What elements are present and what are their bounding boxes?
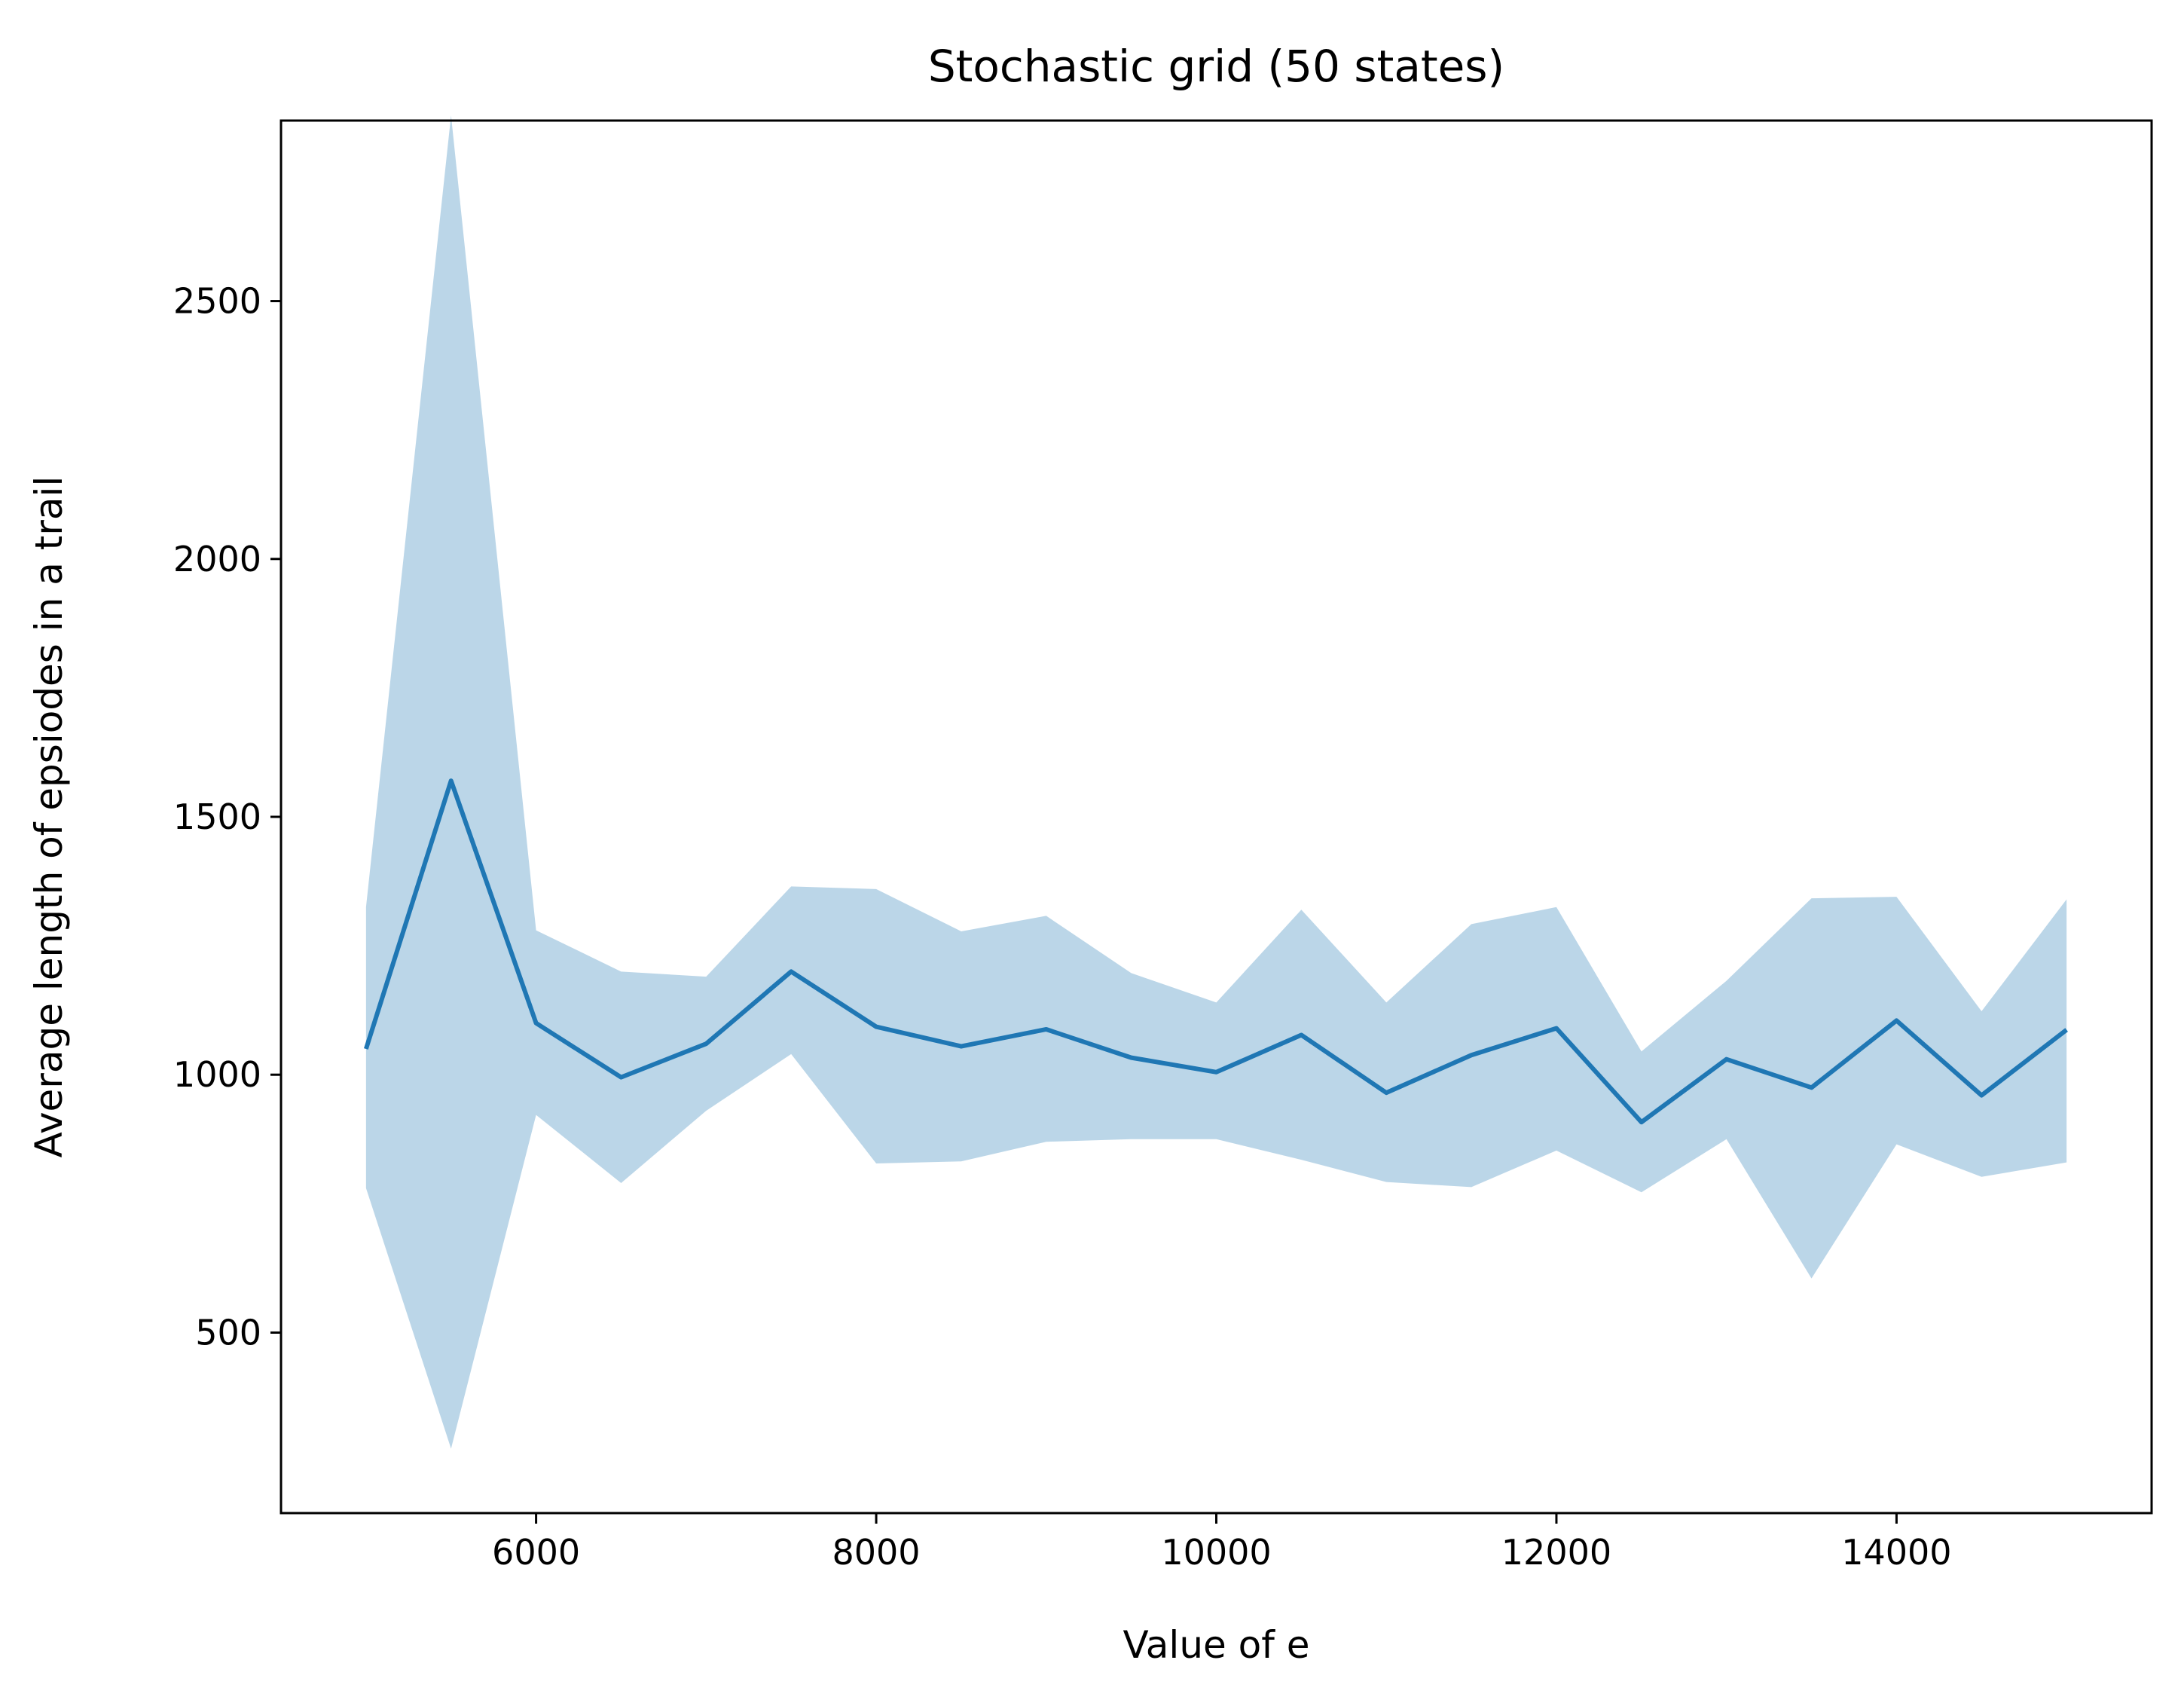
x-axis-label: Value of e <box>1123 1623 1309 1667</box>
plot-frame <box>279 119 2153 1515</box>
chart-title: Stochastic grid (50 states) <box>928 41 1504 92</box>
x-tick-label: 10000 <box>1161 1532 1271 1573</box>
x-tick-label: 8000 <box>832 1532 921 1573</box>
confidence-band-layer <box>365 115 2067 1449</box>
y-tick-label: 2500 <box>173 281 261 322</box>
y-axis: 500 1000 1500 2000 2500 <box>173 281 281 1353</box>
confidence-band <box>365 115 2067 1449</box>
y-tick-label: 2000 <box>173 539 261 579</box>
x-axis: 6000 8000 10000 12000 14000 <box>492 1513 1952 1573</box>
y-tick-label: 1000 <box>173 1054 261 1095</box>
y-axis-label: Average length of epsiodes in a trail <box>27 476 71 1158</box>
x-tick-label: 12000 <box>1501 1532 1611 1573</box>
x-tick-label: 6000 <box>492 1532 580 1573</box>
x-tick-label: 14000 <box>1841 1532 1951 1573</box>
series-line-layer <box>364 778 2068 1125</box>
y-tick-label: 1500 <box>173 796 261 837</box>
series-line <box>364 778 2068 1125</box>
y-tick-label: 500 <box>195 1312 261 1353</box>
